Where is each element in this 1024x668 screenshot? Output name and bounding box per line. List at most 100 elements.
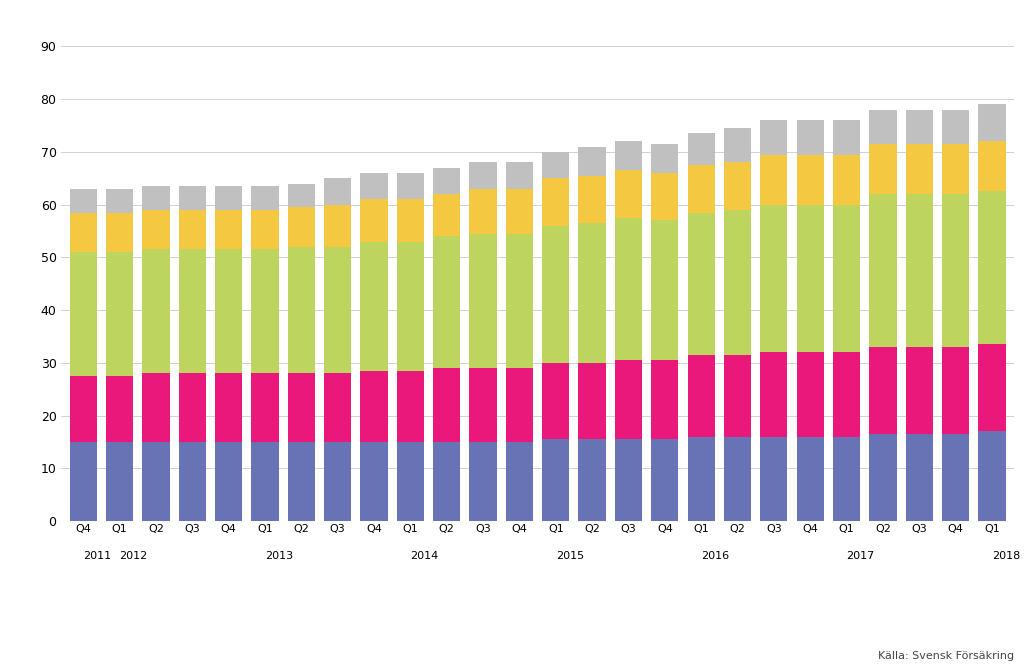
Bar (360, 173, 388, 199)
Text: 2017: 2017 (847, 551, 874, 561)
Bar (360, 242, 388, 371)
Bar (70, 442, 97, 521)
Bar (251, 210, 279, 249)
Bar (797, 204, 824, 352)
Bar (506, 442, 534, 521)
Bar (724, 128, 752, 162)
Bar (687, 355, 715, 437)
Bar (251, 373, 279, 442)
Bar (178, 373, 206, 442)
Bar (142, 210, 170, 249)
Bar (396, 242, 424, 371)
Bar (469, 234, 497, 368)
Bar (324, 373, 351, 442)
Bar (70, 212, 97, 252)
Bar (324, 442, 351, 521)
Bar (869, 347, 897, 434)
Bar (833, 352, 860, 437)
Bar (215, 249, 243, 373)
Bar (433, 368, 461, 442)
Bar (687, 134, 715, 165)
Bar (687, 212, 715, 355)
Bar (142, 186, 170, 210)
Bar (905, 347, 933, 434)
Bar (469, 368, 497, 442)
Bar (614, 218, 642, 360)
Bar (651, 220, 679, 360)
Bar (651, 360, 679, 440)
Bar (687, 437, 715, 521)
Bar (905, 194, 933, 347)
Bar (251, 186, 279, 210)
Bar (360, 371, 388, 442)
Bar (724, 162, 752, 210)
Bar (215, 373, 243, 442)
Bar (324, 246, 351, 373)
Bar (70, 252, 97, 376)
Bar (542, 178, 569, 226)
Bar (288, 207, 315, 246)
Text: 2015: 2015 (556, 551, 584, 561)
Bar (579, 146, 606, 176)
Bar (833, 154, 860, 204)
Text: Källa: Svensk Försäkring: Källa: Svensk Försäkring (878, 651, 1014, 661)
Text: 2011: 2011 (83, 551, 112, 561)
Bar (396, 199, 424, 242)
Text: 2013: 2013 (265, 551, 293, 561)
Text: 2012: 2012 (120, 551, 147, 561)
Bar (215, 210, 243, 249)
Bar (251, 442, 279, 521)
Bar (579, 440, 606, 521)
Bar (506, 234, 534, 368)
Bar (905, 434, 933, 521)
Bar (288, 442, 315, 521)
Bar (396, 371, 424, 442)
Bar (142, 442, 170, 521)
Bar (797, 120, 824, 154)
Bar (360, 199, 388, 242)
Bar (614, 142, 642, 170)
Bar (651, 173, 679, 220)
Bar (469, 162, 497, 189)
Bar (70, 376, 97, 442)
Bar (105, 376, 133, 442)
Bar (978, 192, 1006, 345)
Bar (942, 434, 970, 521)
Bar (760, 120, 787, 154)
Bar (869, 144, 897, 194)
Bar (105, 252, 133, 376)
Bar (978, 345, 1006, 432)
Bar (105, 189, 133, 212)
Bar (978, 142, 1006, 192)
Bar (579, 176, 606, 223)
Bar (687, 165, 715, 212)
Bar (651, 440, 679, 521)
Bar (288, 373, 315, 442)
Bar (942, 194, 970, 347)
Bar (760, 437, 787, 521)
Bar (433, 236, 461, 368)
Bar (433, 442, 461, 521)
Bar (760, 352, 787, 437)
Bar (724, 210, 752, 355)
Bar (288, 246, 315, 373)
Bar (542, 152, 569, 178)
Bar (324, 178, 351, 204)
Bar (614, 360, 642, 440)
Bar (614, 440, 642, 521)
Bar (833, 437, 860, 521)
Bar (797, 437, 824, 521)
Text: 2016: 2016 (701, 551, 729, 561)
Bar (105, 212, 133, 252)
Bar (579, 363, 606, 440)
Bar (396, 442, 424, 521)
Bar (833, 204, 860, 352)
Bar (469, 442, 497, 521)
Bar (942, 110, 970, 144)
Text: 2018: 2018 (992, 551, 1020, 561)
Bar (288, 184, 315, 207)
Bar (105, 442, 133, 521)
Bar (506, 189, 534, 234)
Bar (396, 173, 424, 199)
Bar (724, 437, 752, 521)
